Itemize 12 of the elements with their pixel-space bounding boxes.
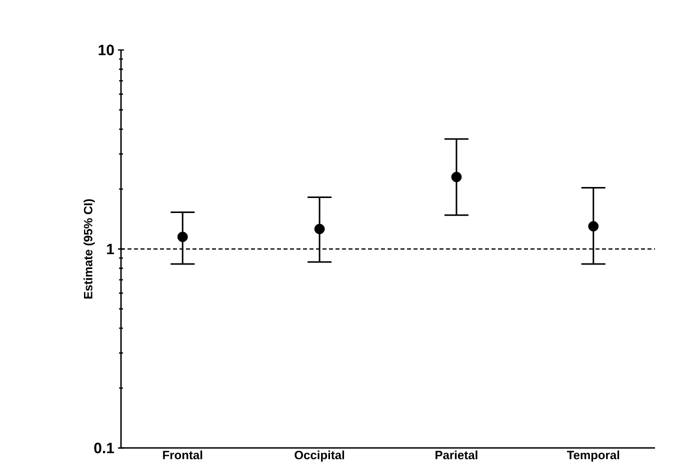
y-axis-title: Estimate (95% CI) — [84, 199, 95, 299]
x-tick-label: Occipital — [294, 450, 344, 462]
x-tick-label: Parietal — [436, 450, 478, 460]
point — [314, 224, 325, 234]
point — [177, 232, 188, 242]
point — [451, 172, 462, 182]
y-tick-label: 0.1 — [94, 442, 114, 454]
y-tick-label: 1 — [107, 244, 114, 254]
point — [588, 221, 599, 232]
x-tick-label: Temporal — [566, 450, 620, 462]
x-tick-label: Frontal — [163, 450, 202, 460]
y-tick-label: 10 — [98, 44, 114, 56]
